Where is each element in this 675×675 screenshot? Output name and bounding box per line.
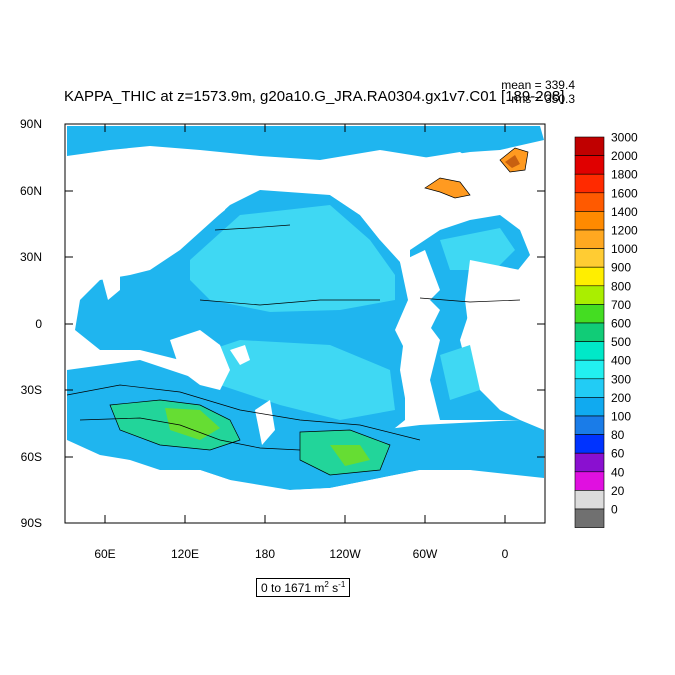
colorbar-swatch	[574, 471, 605, 491]
plot-title: KAPPA_THIC at z=1573.9m, g20a10.G_JRA.RA…	[64, 88, 565, 105]
colorbar-label: 40	[611, 465, 625, 479]
colorbar-label: 3000	[611, 131, 638, 145]
colorbar-swatch	[574, 285, 605, 305]
colorbar: 3000200018001600140012001000900800700600…	[574, 131, 638, 528]
rms-stat: rms = 350.3	[511, 92, 575, 106]
lat-label: 60S	[21, 450, 42, 464]
lon-label: 60W	[413, 547, 438, 561]
colorbar-swatch	[574, 508, 605, 528]
colorbar-label: 700	[611, 298, 631, 312]
range-text: 0 to 1671 m	[261, 581, 325, 595]
colorbar-swatch	[574, 434, 605, 454]
colorbar-swatch	[574, 359, 605, 380]
lat-label: 0	[35, 317, 42, 331]
longitude-labels: 60E 120E 180 120W 60W 0	[94, 547, 508, 561]
range-label: 0 to 1671 m2 s-1	[256, 578, 351, 597]
colorbar-swatch	[574, 322, 605, 342]
mean-stat: mean = 339.4	[501, 78, 575, 92]
latitude-labels: 90N 60N 30N 0 30S 60S 90S	[20, 117, 42, 530]
colorbar-label: 1000	[611, 242, 638, 256]
colorbar-swatch	[574, 173, 605, 194]
range-unit: s	[328, 581, 339, 595]
colorbar-swatch	[574, 266, 605, 287]
lat-label: 60N	[20, 184, 42, 198]
colorbar-label: 2000	[611, 149, 638, 163]
colorbar-swatch	[574, 415, 605, 435]
land-masses	[67, 150, 544, 522]
colorbar-swatch	[574, 341, 605, 361]
colorbar-swatch	[574, 155, 605, 175]
colorbar-swatch	[574, 452, 605, 473]
colorbar-label: 100	[611, 410, 631, 424]
colorbar-label: 1600	[611, 186, 638, 200]
colorbar-label: 1400	[611, 205, 638, 219]
ocean-field	[67, 126, 544, 490]
contour-lines	[66, 147, 529, 476]
colorbar-label: 800	[611, 279, 631, 293]
colorbar-label: 200	[611, 391, 631, 405]
lat-label: 90N	[20, 117, 42, 131]
colorbar-label: 400	[611, 354, 631, 368]
colorbar-label: 300	[611, 372, 631, 386]
lon-label: 120W	[329, 547, 361, 561]
lon-label: 120E	[171, 547, 199, 561]
range-sup-exponent: 2	[324, 580, 329, 589]
colorbar-swatch	[574, 229, 605, 249]
colorbar-swatch	[574, 397, 605, 417]
lat-label: 30S	[21, 383, 42, 397]
colorbar-swatch	[574, 192, 605, 212]
range-sup-inverse: -1	[338, 580, 346, 589]
colorbar-label: 60	[611, 447, 625, 461]
colorbar-label: 600	[611, 317, 631, 331]
colorbar-swatch	[574, 248, 605, 268]
lon-label: 60E	[94, 547, 115, 561]
lon-label: 180	[255, 547, 275, 561]
colorbar-label: 0	[611, 503, 618, 517]
colorbar-swatch	[574, 304, 605, 324]
colorbar-swatch	[574, 490, 605, 510]
colorbar-label: 500	[611, 335, 631, 349]
colorbar-label: 1200	[611, 224, 638, 238]
colorbar-swatch	[574, 378, 605, 398]
colorbar-swatch	[574, 211, 605, 231]
lat-label: 90S	[21, 516, 42, 530]
axis-ticks	[65, 123, 545, 524]
colorbar-label: 900	[611, 261, 631, 275]
lat-label: 30N	[20, 250, 42, 264]
colorbar-label: 1800	[611, 168, 638, 182]
colorbar-label: 80	[611, 428, 625, 442]
colorbar-label: 20	[611, 484, 625, 498]
colorbar-swatch	[574, 136, 605, 156]
lon-label: 0	[502, 547, 509, 561]
